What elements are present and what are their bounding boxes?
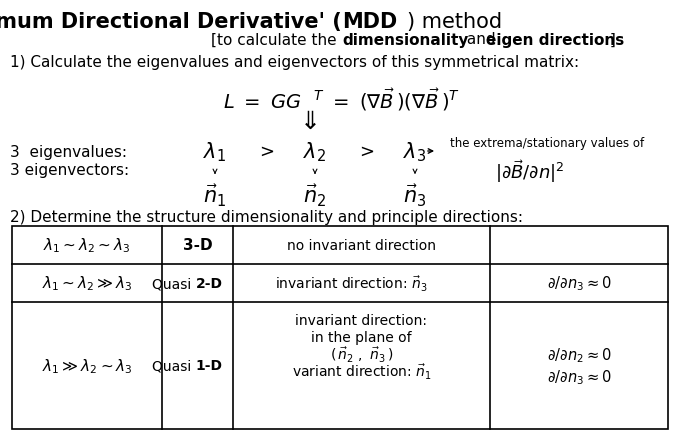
Text: ⇓: ⇓: [299, 110, 321, 134]
Text: 1) Calculate the eigenvalues and eigenvectors of this symmetrical matrix:: 1) Calculate the eigenvalues and eigenve…: [10, 56, 579, 70]
Text: $\lambda_{2}$: $\lambda_{2}$: [303, 140, 327, 164]
Text: [to calculate the: [to calculate the: [212, 33, 342, 47]
Text: no invariant direction: no invariant direction: [287, 238, 436, 253]
Text: the extrema/stationary values of: the extrema/stationary values of: [450, 137, 644, 150]
Text: $\lambda_1 \gg \lambda_2 \sim \lambda_3$: $\lambda_1 \gg \lambda_2 \sim \lambda_3$: [42, 356, 132, 375]
Text: $\partial/\partial n_2 \approx 0$: $\partial/\partial n_2 \approx 0$: [547, 345, 611, 364]
Text: ) method: ) method: [407, 12, 502, 32]
Text: >: >: [260, 143, 275, 161]
Text: $\lambda_{1}$: $\lambda_{1}$: [203, 140, 227, 164]
Text: 1-D: 1-D: [195, 358, 223, 373]
Text: eigen directions: eigen directions: [486, 33, 624, 47]
Text: $|\partial\vec{B}/\partial n|^{2}$: $|\partial\vec{B}/\partial n|^{2}$: [495, 158, 564, 185]
Text: dimensionality: dimensionality: [342, 33, 469, 47]
Text: 3-D: 3-D: [183, 238, 212, 253]
Text: variant direction: $\vec{n}_1$: variant direction: $\vec{n}_1$: [292, 362, 432, 381]
Text: ]: ]: [605, 33, 616, 47]
Text: $\vec{n}_{1}$: $\vec{n}_{1}$: [203, 182, 227, 209]
Text: and: and: [462, 33, 501, 47]
Text: $\lambda_1 \sim \lambda_2 \sim \lambda_3$: $\lambda_1 \sim \lambda_2 \sim \lambda_3…: [43, 236, 131, 255]
Text: $\vec{n}_{3}$: $\vec{n}_{3}$: [403, 182, 427, 209]
Text: 3  eigenvalues:: 3 eigenvalues:: [10, 144, 127, 159]
Text: $\lambda_{3}$: $\lambda_{3}$: [403, 140, 427, 164]
Text: 2-D: 2-D: [195, 276, 223, 290]
Text: $\lambda_1 \sim \lambda_2 \gg \lambda_3$: $\lambda_1 \sim \lambda_2 \gg \lambda_3$: [42, 274, 132, 293]
Text: $L\ =\ GG\ \ ^{T}\ =\ (\nabla \vec{B}\,)(\nabla \vec{B}\,)^{T}$: $L\ =\ GG\ \ ^{T}\ =\ (\nabla \vec{B}\,)…: [223, 87, 460, 113]
Text: in the plane of: in the plane of: [311, 330, 412, 344]
Text: >: >: [360, 143, 375, 161]
Text: $\partial/\partial n_3 \approx 0$: $\partial/\partial n_3 \approx 0$: [547, 274, 611, 293]
Text: invariant direction: $\vec{n}_3$: invariant direction: $\vec{n}_3$: [275, 274, 428, 293]
FancyBboxPatch shape: [12, 227, 668, 429]
Text: $\partial/\partial n_3 \approx 0$: $\partial/\partial n_3 \approx 0$: [547, 367, 611, 386]
Text: $\vec{n}_{2}$: $\vec{n}_{2}$: [303, 182, 327, 209]
Text: Quasi: Quasi: [152, 358, 195, 373]
Text: Quasi: Quasi: [152, 276, 195, 290]
Text: 3 eigenvectors:: 3 eigenvectors:: [10, 162, 129, 177]
Text: MDD: MDD: [342, 12, 397, 32]
Text: $(\,\vec{n}_2\ ,\ \vec{n}_3\,)$: $(\,\vec{n}_2\ ,\ \vec{n}_3\,)$: [330, 345, 393, 364]
Text: invariant direction:: invariant direction:: [295, 313, 427, 327]
Text: 2) Determine the structure dimensionality and principle directions:: 2) Determine the structure dimensionalit…: [10, 210, 523, 225]
Text: 'Minimum Directional Derivative' (: 'Minimum Directional Derivative' (: [0, 12, 342, 32]
